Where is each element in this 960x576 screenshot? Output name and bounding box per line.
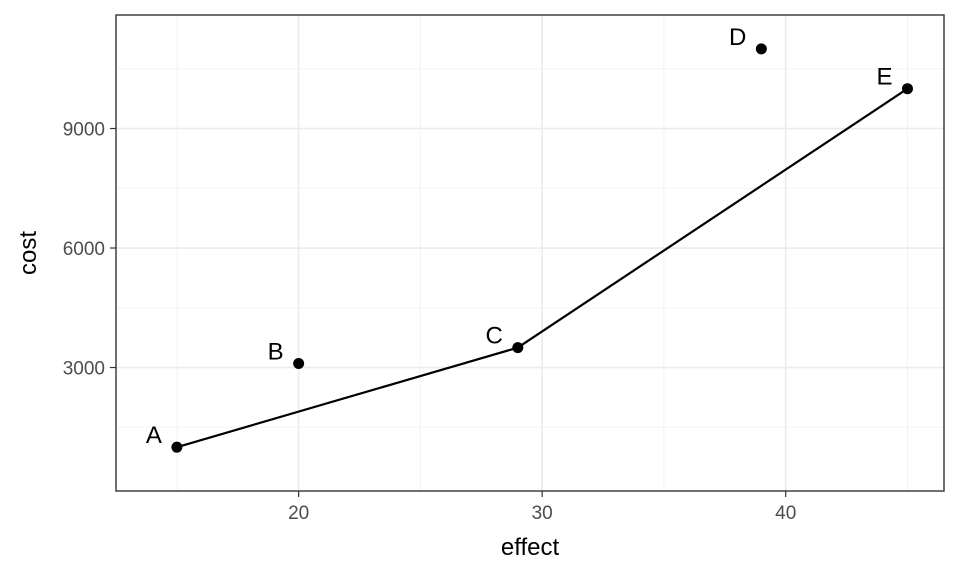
x-axis-title: effect [501, 534, 560, 561]
data-point-e [901, 83, 913, 95]
data-point-d [755, 43, 767, 55]
x-tick-label: 20 [288, 503, 309, 524]
axis-layer: 20 30 40 3000 6000 9000 [63, 120, 797, 524]
grid-layer [116, 15, 944, 491]
x-tick-label: 30 [532, 503, 553, 524]
plot-panel-border [115, 14, 945, 492]
point-label-c: C [485, 323, 502, 350]
data-point-b [293, 358, 305, 370]
point-label-e: E [876, 64, 892, 91]
y-axis-title: cost [15, 231, 42, 275]
data-point-a [171, 441, 183, 453]
y-tick-label: 9000 [63, 120, 105, 141]
point-layer: A B C D E [146, 24, 913, 453]
point-label-b: B [268, 339, 284, 366]
y-tick-label: 3000 [63, 359, 105, 380]
point-label-a: A [146, 422, 162, 449]
point-label-d: D [729, 24, 746, 51]
data-point-c [512, 342, 524, 354]
y-tick-label: 6000 [63, 239, 105, 260]
x-tick-label: 40 [775, 503, 796, 524]
